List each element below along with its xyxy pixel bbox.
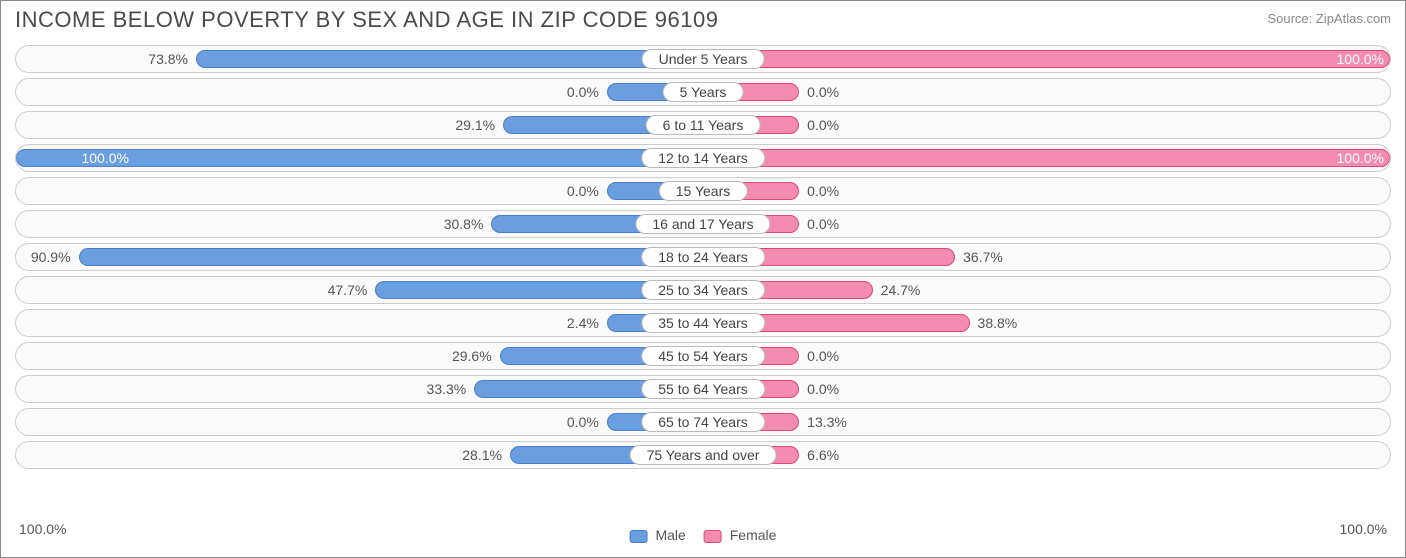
chart-row: 47.7% 24.7% 25 to 34 Years: [15, 276, 1391, 304]
chart-row: 0.0% 0.0% 5 Years: [15, 78, 1391, 106]
chart-legend: Male Female: [630, 527, 777, 543]
chart-row: 2.4% 38.8% 35 to 44 Years: [15, 309, 1391, 337]
chart-row: 29.6% 0.0% 45 to 54 Years: [15, 342, 1391, 370]
category-pill: 16 and 17 Years: [635, 214, 770, 234]
chart-row: 30.8% 0.0% 16 and 17 Years: [15, 210, 1391, 238]
category-pill: 55 to 64 Years: [641, 379, 765, 399]
value-label-female: 100.0%: [1337, 51, 1384, 67]
chart-source: Source: ZipAtlas.com: [1267, 11, 1391, 26]
value-label-female: 6.6%: [799, 447, 839, 463]
chart-row: 0.0% 0.0% 15 Years: [15, 177, 1391, 205]
bar-male: [79, 248, 703, 266]
value-label-female: 0.0%: [799, 348, 839, 364]
legend-swatch-female: [704, 530, 722, 543]
value-label-male: 30.8%: [444, 216, 492, 232]
bar-female: [703, 50, 1390, 68]
value-label-female: 100.0%: [1337, 150, 1384, 166]
chart-rows: 73.8% 100.0% Under 5 Years 0.0% 0.0% 5 Years 2…: [15, 45, 1391, 513]
axis-right-label: 100.0%: [1340, 521, 1387, 537]
value-label-female: 36.7%: [955, 249, 1003, 265]
chart-row: 90.9% 36.7% 18 to 24 Years: [15, 243, 1391, 271]
axis-left-label: 100.0%: [19, 521, 66, 537]
chart-title: INCOME BELOW POVERTY BY SEX AND AGE IN Z…: [15, 7, 718, 33]
value-label-male: 29.1%: [455, 117, 503, 133]
value-label-male: 90.9%: [31, 249, 79, 265]
value-label-male: 0.0%: [567, 183, 607, 199]
chart-row: 28.1% 6.6% 75 Years and over: [15, 441, 1391, 469]
chart-row: 73.8% 100.0% Under 5 Years: [15, 45, 1391, 73]
category-pill: 5 Years: [663, 82, 744, 102]
value-label-male: 2.4%: [567, 315, 607, 331]
chart-footer: 100.0% 100.0% Male Female: [15, 521, 1391, 551]
value-label-female: 38.8%: [970, 315, 1018, 331]
category-pill: 45 to 54 Years: [641, 346, 765, 366]
category-pill: 18 to 24 Years: [641, 247, 765, 267]
chart-row: 29.1% 0.0% 6 to 11 Years: [15, 111, 1391, 139]
value-label-male: 0.0%: [567, 84, 607, 100]
value-label-male: 100.0%: [75, 150, 128, 166]
category-pill: 75 Years and over: [630, 445, 777, 465]
value-label-male: 29.6%: [452, 348, 500, 364]
value-label-female: 0.0%: [799, 84, 839, 100]
legend-label-male: Male: [655, 527, 685, 543]
value-label-male: 47.7%: [328, 282, 376, 298]
legend-item-male: Male: [630, 527, 686, 543]
bar-female: [703, 149, 1390, 167]
value-label-female: 0.0%: [799, 216, 839, 232]
chart-row: 33.3% 0.0% 55 to 64 Years: [15, 375, 1391, 403]
legend-label-female: Female: [730, 527, 777, 543]
poverty-by-sex-age-chart: INCOME BELOW POVERTY BY SEX AND AGE IN Z…: [0, 0, 1406, 558]
value-label-female: 0.0%: [799, 117, 839, 133]
value-label-female: 0.0%: [799, 183, 839, 199]
category-pill: 25 to 34 Years: [641, 280, 765, 300]
chart-row: 100.0% 100.0% 12 to 14 Years: [15, 144, 1391, 172]
category-pill: 35 to 44 Years: [641, 313, 765, 333]
legend-item-female: Female: [704, 527, 777, 543]
value-label-female: 13.3%: [799, 414, 847, 430]
category-pill: 65 to 74 Years: [641, 412, 765, 432]
value-label-male: 33.3%: [427, 381, 475, 397]
value-label-female: 0.0%: [799, 381, 839, 397]
bar-male: [196, 50, 703, 68]
category-pill: 12 to 14 Years: [641, 148, 765, 168]
category-pill: Under 5 Years: [642, 49, 765, 69]
category-pill: 6 to 11 Years: [646, 115, 761, 135]
value-label-male: 0.0%: [567, 414, 607, 430]
category-pill: 15 Years: [659, 181, 748, 201]
value-label-female: 24.7%: [873, 282, 921, 298]
chart-row: 0.0% 13.3% 65 to 74 Years: [15, 408, 1391, 436]
value-label-male: 28.1%: [462, 447, 510, 463]
value-label-male: 73.8%: [148, 51, 196, 67]
legend-swatch-male: [630, 530, 648, 543]
